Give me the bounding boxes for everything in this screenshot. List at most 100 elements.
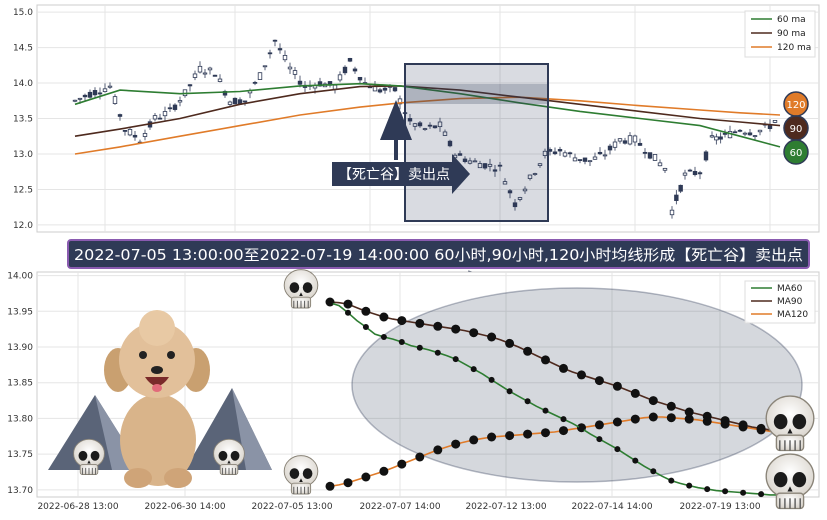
candle-body [737, 129, 743, 132]
dog-head [119, 322, 195, 398]
bottom-x-tick-0: 2022-06-28 13:00 [37, 502, 118, 512]
point-ma60-42 [704, 486, 711, 493]
candle-body [582, 157, 588, 162]
candle-body [87, 91, 93, 98]
candle-body [142, 133, 148, 137]
candle-body [502, 181, 508, 185]
candle-body [282, 55, 288, 61]
candle-body [697, 172, 703, 175]
point-ma60-44 [722, 488, 729, 495]
candle-body [497, 164, 503, 167]
candle-body [567, 152, 573, 155]
series-line-ma60 [329, 301, 789, 497]
point-ma90-16 [469, 328, 479, 338]
bottom-y-tick-3: 13.85 [7, 379, 33, 389]
point-ma60-36 [650, 468, 657, 475]
point-ma90-30 [594, 376, 604, 386]
candle-body [462, 158, 468, 163]
candle-body [262, 65, 268, 68]
candle-body [587, 160, 593, 163]
candle-body [492, 169, 498, 172]
candle-body [674, 194, 679, 201]
bottom-y-ticks: 14.00 13.95 13.90 13.85 13.80 13.75 13.70 [7, 272, 33, 496]
candle-body [112, 96, 118, 104]
point-ma60-26 [560, 416, 567, 423]
point-ma60-20 [506, 388, 513, 395]
candle-body [337, 74, 343, 81]
candle-body [292, 70, 298, 75]
top-line-120ma [74, 96, 781, 155]
dog-eye-left [139, 351, 147, 359]
top-panel: 15.0 14.5 14.0 13.5 13.0 12.5 12.0 【死亡谷】卖出点 60… [13, 4, 820, 233]
point-ma60-10 [416, 344, 423, 351]
point-ma90-12 [433, 321, 443, 331]
point-ma90-2 [343, 299, 353, 309]
dog-mouth [145, 377, 169, 386]
point-ma90-34 [630, 388, 640, 398]
candle-body [252, 81, 258, 84]
point-ma120-14 [451, 439, 461, 449]
top-y-tick-1: 14.5 [13, 44, 33, 54]
point-ma120-26 [559, 426, 568, 436]
candle-body [647, 152, 653, 159]
candle-body [612, 141, 618, 148]
point-ma60-32 [614, 446, 621, 453]
bottom-x-tick-5: 2022-07-14 14:00 [571, 502, 652, 512]
point-ma120-22 [523, 429, 533, 439]
point-ma90-46 [738, 420, 748, 430]
skull-icon-right-upper [765, 395, 815, 452]
bottom-y-tick-1: 13.95 [7, 307, 33, 317]
legend-label-90ma: 90 ma [777, 29, 806, 39]
top-y-tick-2: 14.0 [13, 79, 33, 89]
dog-body [120, 394, 196, 486]
candle-body [212, 74, 218, 77]
candle-body [517, 197, 523, 200]
bottom-x-tick-1: 2022-06-30 14:00 [144, 502, 225, 512]
candle-body [132, 134, 138, 138]
bottom-x-tick-4: 2022-07-12 13:00 [465, 502, 546, 512]
point-ma90-40 [684, 407, 694, 417]
point-ma60-12 [434, 349, 441, 356]
bottom-y-tick-6: 13.70 [7, 486, 33, 496]
candle-body [472, 160, 478, 163]
candle-body [102, 88, 108, 92]
candle-body [669, 209, 675, 216]
top-y-tick-3: 13.5 [13, 115, 33, 125]
candle-body [657, 162, 663, 167]
dog-topknot [139, 310, 175, 346]
candle-body [437, 121, 443, 128]
candle-body [482, 163, 488, 169]
candle-body [602, 154, 608, 157]
mountain-right-shade [232, 388, 272, 470]
candle-body [457, 153, 463, 156]
candle-body [617, 138, 623, 142]
point-ma120-4 [361, 472, 371, 482]
bottom-panel: 14.00 13.95 13.90 13.85 13.80 13.75 13.70 2022… [7, 269, 820, 512]
point-ma90-6 [379, 312, 389, 322]
point-ma90-14 [451, 324, 461, 334]
skull-icons [73, 269, 815, 510]
dog-eye-right [167, 351, 175, 359]
candle-body [562, 152, 568, 157]
candle-body [232, 97, 238, 105]
candle-body [652, 154, 658, 161]
candle-body [187, 84, 193, 87]
top-legend: 60 ma 90 ma 120 ma [744, 10, 816, 58]
candle-body [172, 104, 178, 110]
candle-body [542, 150, 548, 156]
series-line-ma90 [329, 301, 789, 434]
candle-body [527, 174, 533, 179]
candle-body [427, 124, 433, 127]
candle-body [627, 135, 633, 145]
bottom-y-tick-0: 14.00 [7, 272, 33, 282]
point-ma90-4 [361, 306, 371, 316]
point-ma60-16 [470, 366, 477, 373]
point-ma120-36 [648, 412, 658, 422]
candle-body [192, 73, 198, 78]
bottom-x-tick-2: 2022-07-05 13:00 [251, 502, 332, 512]
candle-body [718, 136, 723, 140]
badge-120-label: 120 [786, 100, 805, 111]
candle-body [709, 135, 715, 138]
candle-body [162, 111, 168, 117]
skull-icon-bottom-left [283, 455, 319, 495]
